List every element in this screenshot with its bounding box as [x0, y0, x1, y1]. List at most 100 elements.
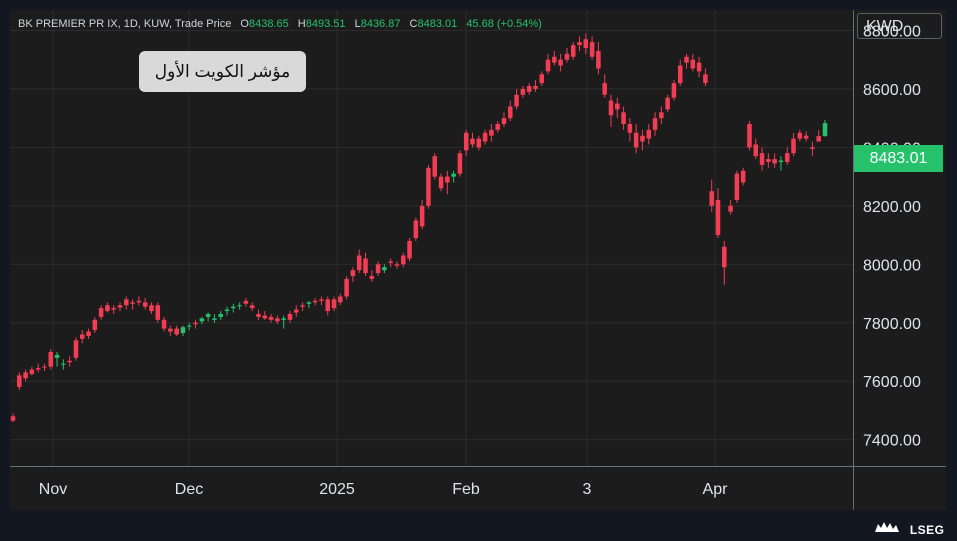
y-tick-label: 8000.00: [863, 257, 921, 274]
y-tick-label: 7800.00: [863, 316, 921, 333]
candle-body: [388, 261, 393, 263]
candle-body: [432, 156, 438, 177]
candle-body: [35, 368, 41, 370]
candle-body: [646, 129, 652, 139]
candle-body: [677, 65, 683, 84]
candle-body: [570, 45, 576, 57]
candle-body: [281, 318, 286, 320]
candle-body: [268, 316, 274, 320]
candle-body: [344, 278, 349, 297]
candle-body: [577, 42, 582, 46]
candle-body: [470, 138, 475, 145]
candle-body: [79, 334, 85, 339]
lion-logo-icon: [875, 522, 899, 532]
candle-body: [438, 176, 444, 189]
candle-body: [526, 86, 532, 92]
candle-body: [508, 106, 513, 119]
candle-body: [243, 300, 249, 304]
candle-body: [249, 305, 255, 309]
candle-body: [48, 352, 54, 367]
y-tick-label: 8600.00: [863, 82, 921, 99]
candle-body: [212, 318, 217, 320]
candle-body: [407, 240, 412, 259]
candle-body: [67, 360, 72, 363]
candle-body: [17, 375, 22, 388]
candlestick-chart[interactable]: 7400.007600.007800.008000.008200.008400.…: [10, 10, 946, 510]
brand-logo: LSEG: [874, 520, 945, 537]
candle-body: [73, 340, 79, 358]
candle-body: [759, 153, 765, 165]
candle-body: [659, 112, 664, 119]
candle-body: [740, 170, 746, 183]
candle-body: [42, 366, 47, 368]
candle-body: [747, 124, 752, 148]
price-change: 45.68 (+0.54%): [466, 18, 542, 30]
candle-body: [627, 124, 633, 133]
candle-body: [375, 264, 381, 274]
candle-body: [564, 53, 570, 60]
candle-body: [696, 62, 702, 72]
x-tick-label: Feb: [452, 481, 480, 498]
candle-body: [111, 308, 116, 310]
candle-body: [256, 314, 261, 317]
instrument-name: BK PREMIER PR IX, 1D, KUW, Trade Price: [18, 18, 232, 30]
candle-body: [300, 305, 305, 307]
candle-body: [558, 59, 563, 66]
candle-body: [633, 132, 639, 148]
candle-body: [545, 59, 551, 72]
candle-body: [457, 153, 463, 174]
candle-body: [105, 305, 110, 312]
x-tick-label: Dec: [175, 481, 203, 498]
y-tick-label: 8800.00: [863, 23, 921, 40]
ohlc-high: H8493.51: [297, 18, 346, 30]
y-tick-label: 7600.00: [863, 374, 921, 391]
candle-body: [325, 299, 330, 312]
candle-body: [589, 42, 595, 57]
last-price-tag: 8483.01: [854, 145, 943, 172]
candle-body: [766, 159, 771, 162]
candle-body: [652, 118, 658, 130]
candle-body: [193, 322, 198, 325]
candle-body: [180, 327, 186, 333]
candle-body: [287, 314, 293, 320]
candle-body: [520, 88, 526, 95]
ohlc-open: O8438.65: [240, 18, 289, 30]
candle-body: [231, 306, 236, 309]
index-title-badge: مؤشر الكويت الأول: [139, 51, 306, 92]
candle-body: [533, 86, 538, 89]
brand-name: LSEG: [909, 523, 945, 537]
candle-body: [797, 132, 803, 139]
ohlc-low: L8436.87: [354, 18, 401, 30]
candle-body: [621, 112, 626, 124]
candle-body: [130, 302, 135, 304]
candle-body: [715, 200, 721, 236]
candle-body: [124, 299, 129, 306]
currency-label[interactable]: KWD: [857, 13, 942, 39]
candle-body: [161, 319, 167, 329]
candle-body: [369, 276, 375, 279]
candle-body: [382, 267, 387, 271]
candle-body: [734, 173, 740, 200]
candle-body: [338, 296, 343, 303]
candle-body: [489, 129, 494, 136]
candle-body: [791, 138, 796, 154]
candle-body: [186, 325, 192, 327]
y-tick-label: 7400.00: [863, 433, 921, 450]
candle-body: [413, 220, 419, 238]
candle-body: [29, 369, 35, 374]
candle-body: [117, 305, 123, 308]
candle-body: [174, 328, 179, 335]
candle-body: [98, 308, 104, 317]
candle-body: [356, 255, 362, 271]
y-tick-label: 8200.00: [863, 199, 921, 216]
candle-body: [350, 270, 356, 276]
candle-body: [690, 59, 696, 69]
candle-body: [665, 97, 670, 110]
candle-body: [640, 135, 645, 142]
candle-body: [92, 319, 98, 331]
candle-body: [445, 176, 450, 183]
candle-body: [10, 416, 16, 421]
candle-body: [419, 205, 425, 227]
x-tick-label: Nov: [39, 481, 67, 498]
candle-body: [312, 300, 318, 303]
